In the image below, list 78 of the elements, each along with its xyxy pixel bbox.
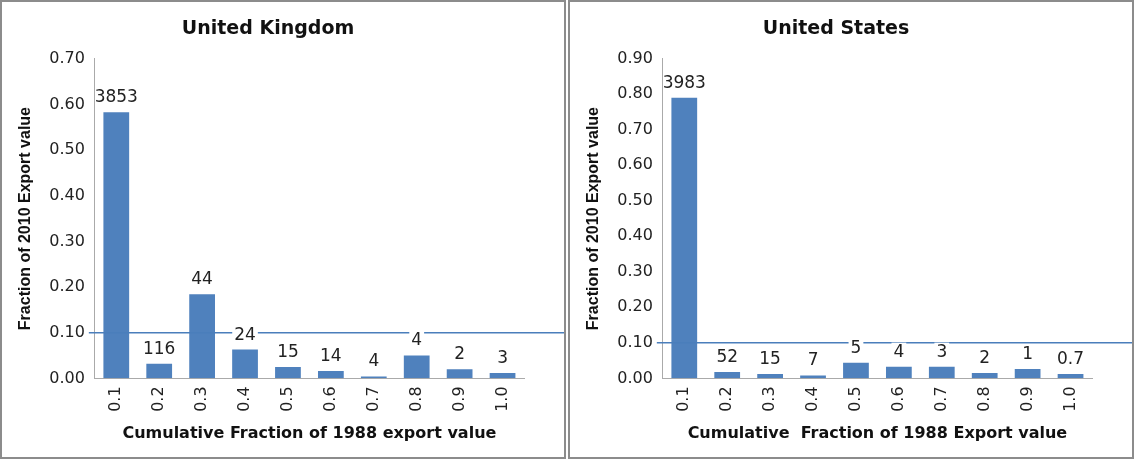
annotation: 7 [807,349,819,370]
annotation: 3 [936,340,948,361]
x-axis-title: Cumulative Fraction of 1988 Export value [687,422,1068,442]
y-axis-title: Fraction of 2010 Export value [16,106,34,331]
x-tick-label: 0.6 [320,386,340,412]
y-tick-label: 0.70 [617,118,653,138]
annotation: 3983 [662,71,706,92]
bar [1014,369,1041,379]
bar [757,374,783,379]
bar [403,355,430,379]
x-tick-label: 0.5 [845,386,865,412]
x-tick-label: 0.9 [1016,386,1036,412]
annotation: 24 [234,323,256,344]
bar [971,373,998,379]
y-tick-label: 0.80 [617,83,653,103]
bar [843,362,869,379]
y-axis-title: Fraction of 2010 Export value [584,106,602,331]
y-tick-label: 0.10 [617,332,653,351]
bar [1057,374,1084,379]
x-tick-label: 1.0 [1059,386,1079,412]
y-tick-label: 0.00 [617,367,653,387]
bar [446,369,473,379]
annotation: 0.7 [1057,348,1085,369]
bar [714,371,741,379]
y-tick-label: 0.40 [49,184,85,204]
y-tick-label: 0.70 [49,47,85,67]
x-tick-label: 0.6 [888,386,908,412]
bar [275,366,301,379]
y-tick-label: 0.20 [617,296,653,316]
chart-title: United Kingdom [181,16,355,39]
x-tick-label: 0.8 [405,386,425,412]
y-tick-label: 0.60 [617,154,653,174]
x-axis-title: Cumulative Fraction of 1988 export value [122,422,497,442]
x-tick-label: 0.8 [973,386,993,412]
x-tick-label: 0.9 [448,386,468,412]
x-tick-label: 0.4 [802,386,822,412]
y-tick-label: 0.30 [617,260,653,280]
y-tick-label: 0.60 [49,93,85,113]
annotation: 4 [893,340,905,361]
annotation: 4 [368,350,380,371]
x-tick-label: 0.5 [277,386,297,412]
y-tick-label: 0.00 [49,367,85,387]
y-tick-label: 0.90 [617,47,653,67]
annotation: 44 [191,268,213,289]
x-tick-label: 0.4 [234,386,254,412]
y-tick-label: 0.50 [617,189,653,209]
annotation: 3 [497,346,508,367]
annotation: 4 [411,329,423,350]
y-tick-label: 0.30 [49,230,85,250]
annotation: 14 [320,344,342,365]
bar [232,349,258,379]
bar [886,366,912,379]
x-tick-label: 0.7 [930,386,950,412]
x-tick-label: 0.2 [148,386,168,412]
annotation: 2 [979,346,991,367]
x-tick-label: 1.0 [491,386,511,412]
x-tick-label: 0.1 [105,386,125,412]
x-tick-label: 0.7 [362,386,382,412]
x-tick-label: 0.3 [191,386,211,412]
annotation: 3853 [94,86,138,107]
y-tick-label: 0.50 [49,139,85,159]
bar [318,371,344,379]
annotation: 1 [1022,343,1034,364]
annotation: 2 [454,343,466,364]
annotation: 52 [716,345,739,366]
annotation: 116 [142,337,176,358]
bar [146,363,173,379]
bar [928,366,955,379]
y-tick-label: 0.40 [617,225,653,245]
annotation: 5 [850,336,862,357]
x-tick-label: 0.3 [759,386,779,412]
chart-title: United States [762,16,910,39]
annotation: 15 [277,340,299,361]
y-tick-label: 0.10 [49,321,85,341]
y-tick-label: 0.20 [49,276,85,296]
annotation: 15 [759,348,781,369]
x-tick-label: 0.2 [716,386,736,412]
x-tick-label: 0.1 [673,386,693,412]
